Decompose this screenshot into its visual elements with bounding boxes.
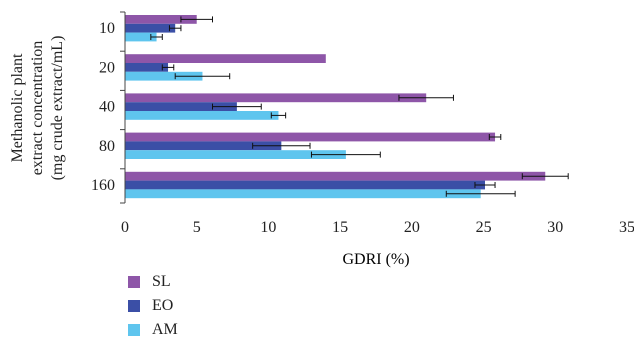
y-tick-label-20: 20 <box>99 59 115 76</box>
x-axis-title: GDRI (%) <box>342 251 409 268</box>
bar-sl-10 <box>125 15 197 24</box>
bar-am-10 <box>125 32 157 42</box>
error-bar-am-10 <box>150 34 163 40</box>
legend-swatch <box>128 276 140 288</box>
legend-swatch <box>128 300 140 312</box>
y-axis-title: Methanolic plant extract concentration (mg… <box>9 36 66 181</box>
bar-am-20 <box>125 71 203 81</box>
error-bar-eo-40 <box>211 103 262 110</box>
bar-sl-80 <box>125 132 496 142</box>
y-axis-title-line-3: (mg crude extract/mL) <box>49 36 66 181</box>
x-tick-label-10: 10 <box>260 219 276 236</box>
bars <box>125 15 569 199</box>
legend-item-eo: EO <box>128 294 328 318</box>
bar-am-40 <box>125 111 279 120</box>
error-bar-eo-10 <box>168 25 182 32</box>
bar-am-80 <box>125 150 346 159</box>
x-tick-label-30: 30 <box>547 219 563 236</box>
error-bar-am-20 <box>174 73 231 80</box>
legend-label: AM <box>152 321 178 338</box>
x-tick-label-0: 0 <box>121 219 129 236</box>
bar-sl-40 <box>125 93 427 103</box>
error-bar-am-40 <box>270 112 287 119</box>
bar-eo-20 <box>125 63 169 72</box>
bar-eo-160 <box>125 180 486 190</box>
y-axis-title-line-2: extract concentration <box>29 41 46 176</box>
y-tick-label-10: 10 <box>99 20 115 37</box>
x-tick-label-5: 5 <box>193 219 201 236</box>
legend-label: EO <box>152 297 174 314</box>
error-bar-eo-20 <box>161 64 175 71</box>
error-bar-sl-80 <box>488 134 502 140</box>
x-tick-label-20: 20 <box>404 219 420 236</box>
y-tick-label-40: 40 <box>99 99 115 116</box>
x-tick-label-35: 35 <box>619 219 634 236</box>
legend-swatch <box>128 324 140 336</box>
legend: SL EO AM <box>128 270 328 342</box>
bar-eo-40 <box>125 102 237 111</box>
bar-eo-10 <box>125 23 176 33</box>
error-bar-am-80 <box>310 151 381 158</box>
error-bar-sl-40 <box>398 94 454 101</box>
error-bar-sl-10 <box>180 16 213 23</box>
bar-sl-20 <box>125 54 326 63</box>
y-tick-label-80: 80 <box>99 138 115 155</box>
axes: 10 20 40 80 160 0 5 10 15 20 25 30 35 <box>91 11 634 236</box>
bar-am-160 <box>125 189 481 199</box>
legend-label: SL <box>152 273 171 290</box>
bar-eo-80 <box>125 141 282 151</box>
legend-item-am: AM <box>128 318 328 342</box>
y-axis-title-line-1: Methanolic plant <box>9 53 26 162</box>
error-bar-eo-160 <box>474 182 496 188</box>
y-tick-label-160: 160 <box>91 177 115 194</box>
x-tick-label-25: 25 <box>476 219 492 236</box>
error-bar-eo-80 <box>252 142 311 149</box>
legend-item-sl: SL <box>128 270 328 294</box>
x-tick-label-15: 15 <box>332 219 348 236</box>
error-bar-am-160 <box>445 190 516 197</box>
bar-sl-160 <box>125 171 546 181</box>
error-bar-sl-160 <box>521 173 569 180</box>
